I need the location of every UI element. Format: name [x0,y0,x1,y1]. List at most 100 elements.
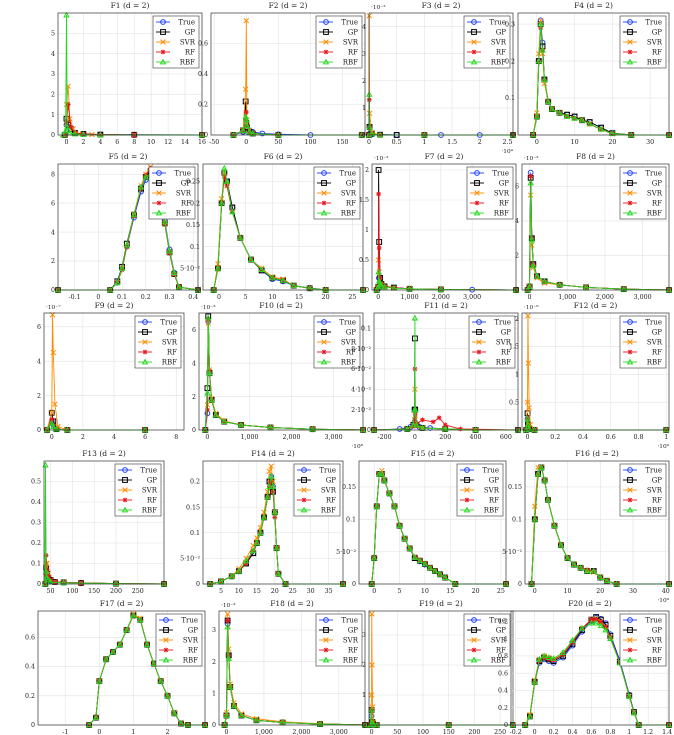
plot-frame [368,610,514,726]
series-line [46,412,146,431]
x-tick-label: -50 [209,139,219,146]
x-tick-label: 0 [413,434,417,441]
series-line [376,271,517,291]
x-tick-label: 20 [271,588,279,595]
series-rf [368,707,516,728]
x-tick-label: -0.1 [69,294,81,301]
y-tick-label: 4 [515,218,519,225]
y-tick-label: 0 [204,132,208,139]
y-tick-label: 0.6 [25,635,35,642]
x-tick-label: 1,000 [255,729,273,735]
series-line [46,314,146,431]
series-line [373,368,519,431]
series-line [370,709,513,726]
legend-label: GP [496,626,507,634]
y-tick-label: 1.5 [359,197,369,204]
series-line [532,24,669,136]
series-line [525,418,667,431]
y-tick-label: 4 [51,229,55,236]
chart-title: F18 (d = 2) [270,599,314,608]
legend-label: RF [167,348,177,356]
y-tick-label: 0 [362,132,366,139]
y-tick-label: 0 [367,427,371,434]
legend-label: True [494,318,511,326]
x-tick-label: 4 [112,434,116,441]
y-tick-label: 0 [515,287,519,294]
legend-label: GP [181,179,192,187]
y-tick-label: 4 [37,358,41,365]
chart-title: F2 (d = 2) [269,1,308,10]
legend-label: RBF [496,358,511,366]
chart-panel-15: F15 (d = 2) 0 5 10 15 20 25 0 5·10⁻² 0.1 0.15 True G… [336,449,510,595]
plot-frame [218,610,366,726]
y-tick-label: 2·10⁻² [351,407,371,414]
chart-panel-20: F20 (d = 2)-0.2 0 0.2 0.4 0.6 0.8 1 1.2 1.400.20… [498,599,673,735]
y-tick-label: 0.4 [198,71,208,78]
legend-label: GP [188,626,199,634]
legend-label: RF [147,496,157,504]
chart-title: F20 (d = 2) [568,599,612,608]
y-tick-label: 0.3 [505,21,515,28]
legend: True GP SVR RF RBF [619,613,667,667]
y-tick-label: 0.1 [512,516,522,523]
legend-label: RF [346,199,356,207]
legend: True GP SVR RF RBF [619,15,667,69]
y-tick-label: 0 [518,581,522,588]
x-tick-label: 10 [235,588,243,595]
legend-label: RBF [647,506,662,514]
series-line [88,614,205,726]
legend-label: GP [652,328,663,336]
legend-label: GP [346,179,357,187]
x-tick-label: 5 [398,588,402,595]
y-tick-label: 0.15 [186,504,200,511]
y-tick-label: 2 [37,393,41,400]
x-tick-label: 15 [253,588,261,595]
y-multiplier: ·10⁻³ [221,602,236,609]
x-tick-label: 0.6 [606,434,616,441]
series-rbf [230,113,366,138]
x-tick-label: 0 [224,729,228,735]
legend-label: True [174,169,191,177]
y-tick-label: 0.2 [25,693,35,700]
x-multiplier: ·10⁹ [657,597,669,604]
x-tick-label: 1 [664,434,668,441]
legend-label: RBF [343,656,358,664]
y-tick-label: 0.6 [198,41,208,48]
legend-label: RBF [176,209,191,217]
x-tick-label: 20 [608,139,616,146]
legend: True GP SVR RF RBF [619,463,667,517]
series-rbf [85,611,209,728]
plot-frame [510,610,670,726]
legend-label: True [489,18,506,26]
legend-label: True [339,169,356,177]
y-tick-label: 0.25 [186,179,200,186]
legend: True GP SVR RF RBF [463,15,511,69]
legend-label: SVR [343,636,359,644]
y-tick-label: 0.5 [31,479,41,486]
x-tick-label: 200 [110,588,122,595]
legend-label: SVR [491,636,507,644]
y-tick-label: 0.1 [190,244,200,251]
x-tick-label: 10 [268,294,276,301]
x-tick-label: 2,000 [292,729,310,735]
x-tick-label: 12 [164,139,172,146]
legend-label: True [482,466,499,474]
y-tick-label: 0 [51,132,55,139]
x-tick-label: 150 [443,729,455,735]
plot-frame [517,12,670,136]
legend-label: SVR [343,38,359,46]
x-tick-label: 25 [289,588,297,595]
legend-label: True [645,169,662,177]
x-tick-label: 0 [535,139,539,146]
y-tick-label: 6 [192,327,196,334]
y-tick-label: 8·10⁻² [351,346,371,353]
y-tick-label: 0 [362,722,366,729]
legend-label: RF [652,646,662,654]
legend-label: GP [348,626,359,634]
legend-label: True [645,616,662,624]
x-tick-label: 20 [322,294,330,301]
y-tick-label: 0.6 [498,670,508,677]
legend-label: RF [489,496,499,504]
y-tick-label: 0 [352,581,356,588]
y-tick-label: 0 [31,722,35,729]
